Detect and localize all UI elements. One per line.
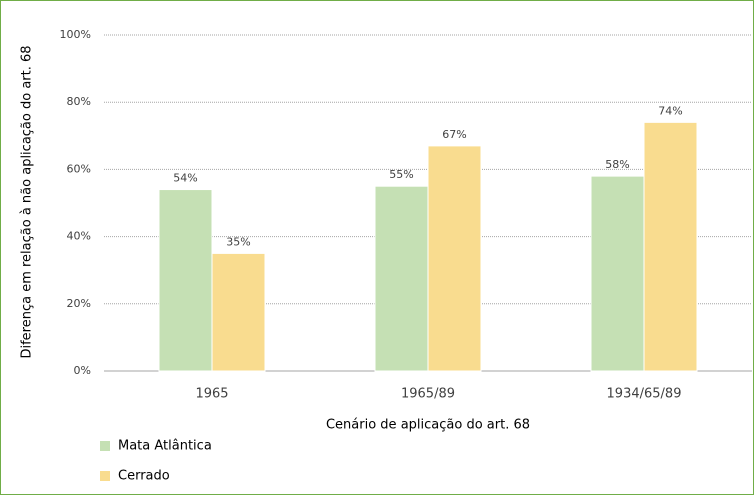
- x-tick-label: 1934/65/89: [607, 387, 682, 402]
- y-tick-label: 100%: [60, 28, 91, 41]
- x-axis-title: Cenário de aplicação do art. 68: [326, 418, 530, 433]
- bar: [590, 175, 645, 372]
- y-axis-title: Diferença em relação à não aplicação do …: [20, 45, 35, 358]
- y-tick-label: 80%: [67, 95, 91, 108]
- legend-swatch: [100, 471, 110, 481]
- value-label: 54%: [173, 172, 197, 185]
- bar: [643, 121, 698, 372]
- value-label: 35%: [226, 235, 250, 248]
- x-tick-label: 1965: [195, 387, 228, 402]
- y-tick-label: 20%: [67, 297, 91, 310]
- x-tick-label: 1965/89: [401, 387, 455, 402]
- y-tick-label: 40%: [67, 230, 91, 243]
- legend-label: Cerrado: [118, 469, 170, 484]
- bar: [427, 145, 482, 372]
- value-label: 55%: [389, 168, 413, 181]
- legend-label: Mata Atlântica: [118, 439, 212, 454]
- y-tick-label: 0%: [74, 364, 91, 377]
- value-label: 67%: [442, 128, 466, 141]
- bar: [374, 185, 429, 372]
- y-tick-label: 60%: [67, 162, 91, 175]
- bar: [211, 252, 266, 372]
- value-label: 58%: [605, 158, 629, 171]
- bar: [158, 189, 213, 372]
- legend-swatch: [100, 441, 110, 451]
- value-label: 74%: [658, 104, 682, 117]
